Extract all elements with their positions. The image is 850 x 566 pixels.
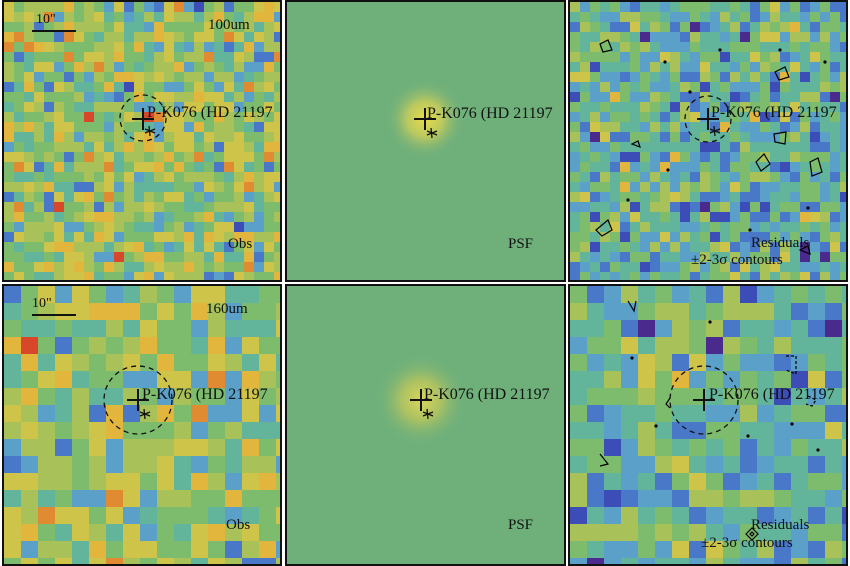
source-label: P-K076 (HD 21197 — [142, 386, 268, 403]
contours — [595, 39, 827, 255]
scale-label: 10" — [36, 12, 56, 27]
contours-label: ±2-3σ contours — [691, 252, 783, 268]
psf-map — [375, 354, 467, 446]
source-marker — [119, 94, 167, 142]
noise-map — [570, 286, 846, 564]
contours — [599, 300, 820, 541]
source-marker — [103, 365, 173, 435]
panel-obs-100um: 10" 100um P-K076 (HD 21197 Obs — [2, 0, 282, 282]
scale-label: 10" — [32, 296, 52, 311]
obs-label: Obs — [228, 236, 253, 252]
band-label: 100um — [208, 17, 250, 33]
panel-psf-100um: P-K076 (HD 21197 PSF — [285, 0, 566, 282]
source-label: P-K076 (HD 21197 — [424, 386, 550, 403]
source-label: P-K076 (HD 21197 — [147, 104, 273, 121]
panel-psf-160um: P-K076 (HD 21197 PSF — [285, 284, 566, 566]
source-label: P-K076 (HD 21197 — [427, 105, 553, 122]
psf-label: PSF — [508, 236, 534, 252]
scale-bar — [32, 314, 76, 316]
obs-label: Obs — [226, 517, 251, 533]
panel-residuals-100um: P-K076 (HD 21197 Residuals ±2-3σ contour… — [568, 0, 848, 282]
source-label: P-K076 (HD 21197 — [711, 104, 837, 121]
contours-label: ±2-3σ contours — [701, 535, 793, 551]
psf-map — [385, 79, 465, 159]
psf-label: PSF — [508, 517, 534, 533]
residuals-label: Residuals — [751, 235, 810, 251]
noise-map — [570, 2, 846, 280]
band-label: 160um — [206, 301, 248, 317]
panel-residuals-160um: P-K076 (HD 21197 Residuals ±2-3σ contour… — [568, 284, 848, 566]
residuals-label: Residuals — [751, 517, 810, 533]
noise-map — [4, 286, 280, 564]
source-label: P-K076 (HD 21197 — [709, 386, 835, 403]
scale-bar — [32, 30, 76, 32]
panel-obs-160um: 10" 160um P-K076 (HD 21197 Obs — [2, 284, 282, 566]
noise-map — [4, 2, 280, 280]
